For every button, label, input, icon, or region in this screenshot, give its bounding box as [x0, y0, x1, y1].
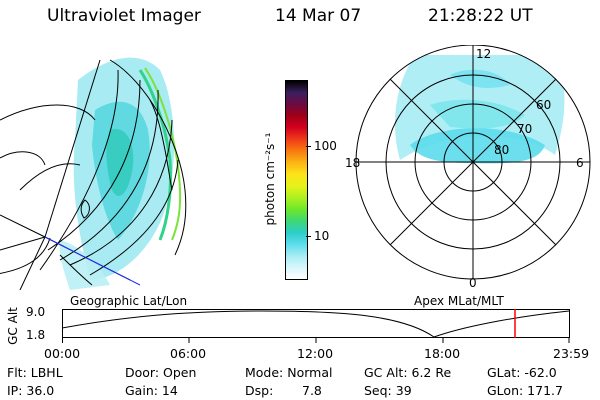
- mlat-label-80: 80: [494, 143, 509, 157]
- limb-emission: [138, 69, 172, 241]
- glon-status: GLon: 171.7: [487, 383, 563, 398]
- mlt-label-12: 12: [476, 47, 491, 61]
- latitude-line: [0, 104, 96, 121]
- colorbar-tick: [306, 236, 311, 237]
- colorbar-tick: [306, 146, 311, 147]
- colorbar-gradient: [286, 81, 307, 279]
- longitude-line: [47, 79, 141, 251]
- limb-line: [109, 59, 187, 256]
- mlt-label-18: 18: [345, 156, 360, 170]
- emission-patch: [450, 69, 510, 88]
- instrument-title: Ultraviolet Imager: [47, 6, 201, 26]
- meridian-line: [0, 214, 46, 238]
- emission-core: [410, 128, 545, 164]
- track-line: [44, 236, 141, 286]
- timeline-frame: [62, 309, 570, 338]
- mlat-label-60: 60: [536, 98, 551, 112]
- mlt-label-0: 0: [469, 276, 477, 290]
- coastline: [80, 199, 90, 219]
- colorbar: [285, 80, 308, 280]
- latitude-line: [0, 151, 46, 166]
- timeline-x-tick-label: 18:00: [424, 346, 461, 361]
- apex-coords-title: Apex MLat/MLT: [414, 294, 504, 308]
- date-text: 14 Mar 07: [275, 6, 362, 26]
- timeline-x-tick-label: 23:59: [553, 346, 590, 361]
- door-status: Door: Open: [125, 365, 197, 380]
- sequence-status: Seq: 39: [364, 383, 412, 398]
- longitude-line: [59, 89, 159, 261]
- meridian-line: [19, 236, 46, 290]
- gain-status: Gain: 14: [125, 383, 178, 398]
- timeline-plot: [62, 309, 570, 343]
- mlat-label-70: 70: [517, 122, 532, 136]
- coastline: [149, 99, 173, 191]
- coastline: [59, 254, 93, 286]
- timeline-x-tick-label: 12:00: [297, 346, 334, 361]
- gc-altitude-status: GC Alt: 6.2 Re: [364, 365, 452, 380]
- colorbar-tick-label: 100: [314, 139, 337, 153]
- longitude-line: [69, 119, 173, 266]
- dsp-value: 7.8: [302, 383, 322, 398]
- emission-peak: [106, 129, 134, 196]
- mlt-label-6: 6: [576, 156, 584, 170]
- timeline-x-tick-label: 06:00: [170, 346, 207, 361]
- longitude-line: [39, 69, 119, 271]
- altitude-curve: [62, 310, 570, 338]
- colorbar-tick-label: 10: [314, 229, 330, 243]
- timeline-y-tick: 9.0: [26, 305, 46, 319]
- timeline-y-label: GC Alt: [5, 307, 20, 345]
- filter-status: Flt: LBHL: [7, 365, 63, 380]
- latitude-line: [19, 163, 81, 191]
- polar-mlat-mlt-plot: 12 18 6 0 60 70 80: [345, 45, 591, 290]
- time-text: 21:28:22 UT: [428, 6, 533, 26]
- ip-status: IP: 36.0: [7, 383, 55, 398]
- limb-glow: [144, 67, 182, 241]
- dsp-label: Dsp:: [245, 383, 274, 398]
- timeline-y-tick: 1.8: [26, 328, 46, 342]
- meridian-line: [0, 236, 46, 251]
- mode-status: Mode: Normal: [245, 365, 333, 380]
- colorbar-unit-label: photon cm⁻²s⁻¹: [263, 132, 277, 226]
- latitude-line: [0, 237, 51, 274]
- timeline-x-tick-label: 00:00: [44, 346, 81, 361]
- geographic-aurora-map: [0, 57, 187, 290]
- longitude-line: [89, 159, 179, 276]
- polar-meridian: [389, 78, 557, 246]
- geo-coords-title: Geographic Lat/Lon: [70, 294, 188, 308]
- glat-status: GLat: -62.0: [487, 365, 557, 380]
- meridian-line: [44, 59, 101, 238]
